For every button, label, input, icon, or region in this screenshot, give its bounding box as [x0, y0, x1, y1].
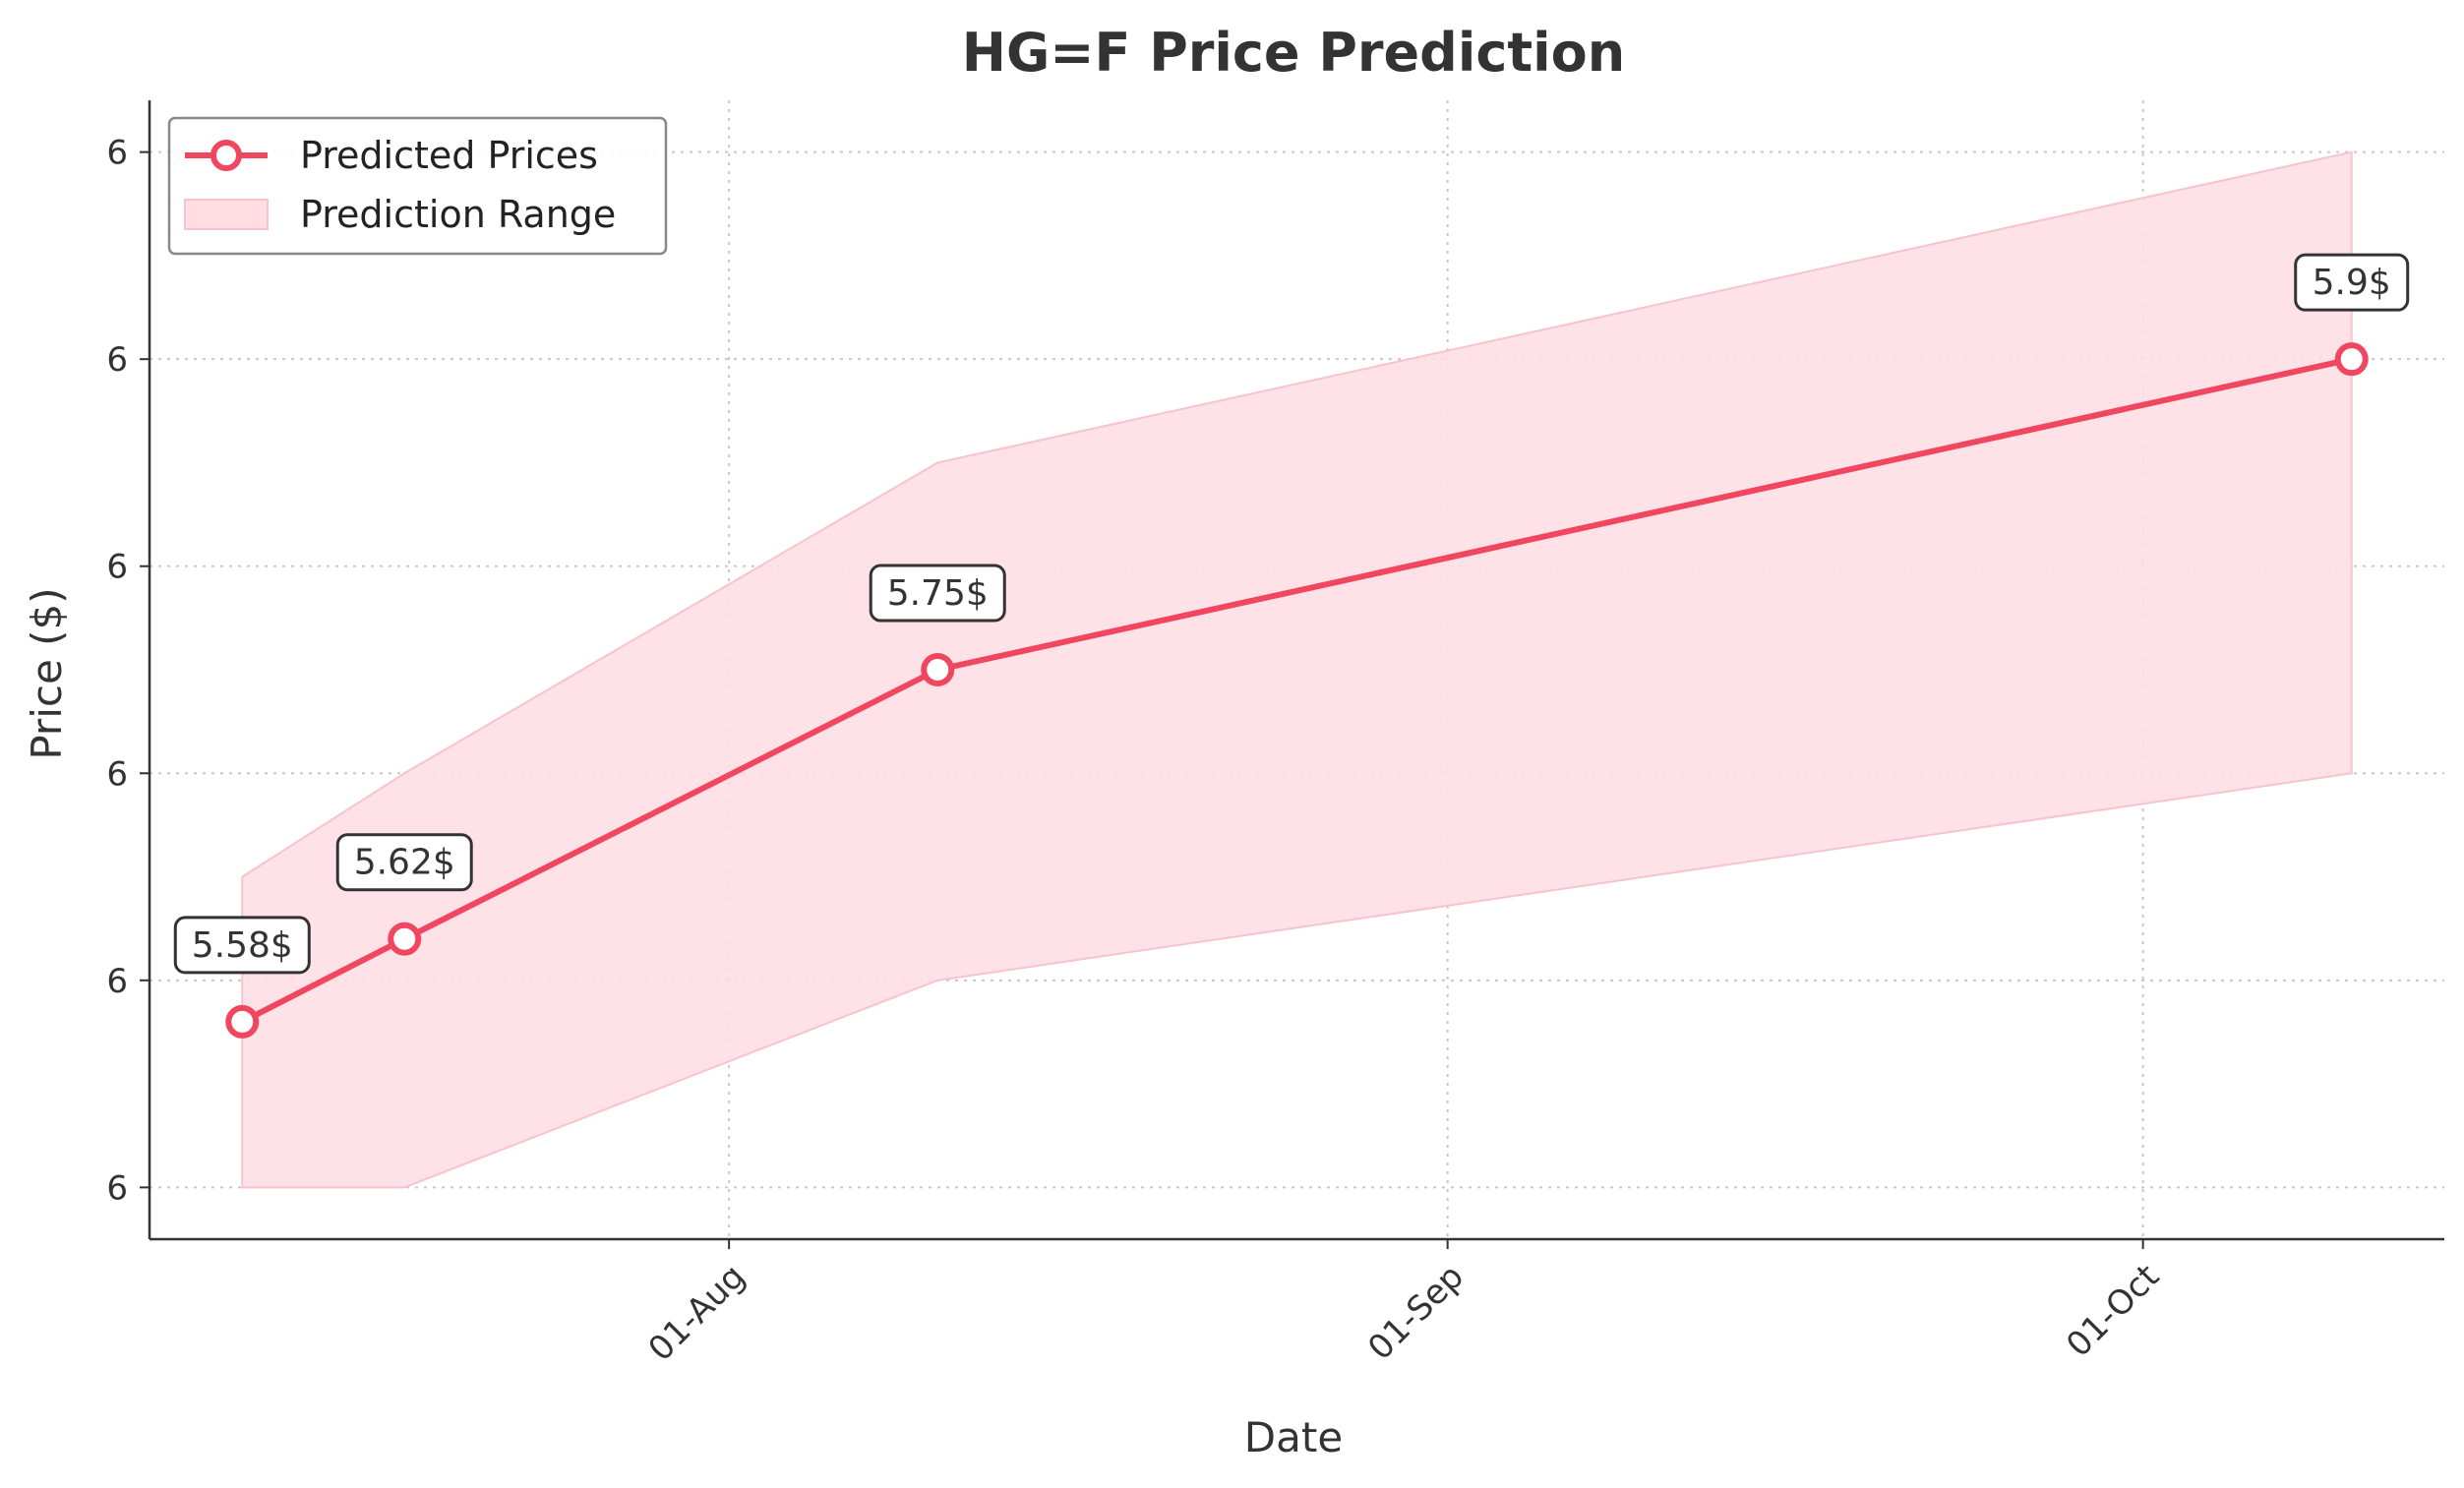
predicted-price-point	[2334, 342, 2369, 377]
price-label-box	[2294, 253, 2410, 312]
price-label-box	[335, 833, 473, 892]
price-label-box	[173, 916, 311, 975]
x-axis-label: Date	[1244, 1413, 1343, 1461]
predicted-price-point	[388, 922, 422, 956]
predicted-prices-series	[225, 342, 2369, 1039]
price-label: 5.75$	[887, 573, 989, 614]
legend-marker-swatch	[210, 140, 242, 171]
predicted-price-line	[240, 356, 2353, 1025]
y-tick-label: 6	[106, 754, 128, 794]
y-tick-label: 6	[106, 1168, 128, 1208]
y-tick-label: 6	[106, 962, 128, 1001]
y-axis-label: Price ($)	[23, 587, 71, 759]
price-label: 5.58$	[192, 925, 293, 966]
x-tick-label: 01-Aug	[641, 1257, 753, 1369]
predicted-price-point	[921, 653, 955, 686]
legend: Predicted Prices Prediction Range	[167, 116, 668, 256]
y-tick-label: 6	[106, 548, 128, 587]
price-label: 5.9$	[2313, 263, 2391, 303]
price-label: 5.62$	[354, 843, 455, 883]
y-tick-label: 6	[106, 340, 128, 380]
legend-frame	[167, 116, 668, 256]
legend-label-range: Prediction Range	[300, 193, 616, 236]
legend-range-swatch	[184, 199, 269, 230]
chart-title: HG=F Price Prediction	[962, 22, 1625, 84]
predicted-price-point	[225, 1004, 260, 1039]
prediction-range-area	[241, 150, 2353, 1189]
x-tick-label: 01-Oct	[2059, 1257, 2167, 1365]
prediction-range-band	[241, 150, 2353, 1189]
price-label-box	[869, 564, 1006, 623]
x-tick-label: 01-Sep	[1360, 1257, 1472, 1368]
legend-label-predicted: Predicted Prices	[300, 134, 598, 177]
y-tick-label: 6	[106, 134, 128, 173]
price-annotations: 5.58$ 5.62$ 5.75$ 5.9$	[173, 253, 2410, 975]
